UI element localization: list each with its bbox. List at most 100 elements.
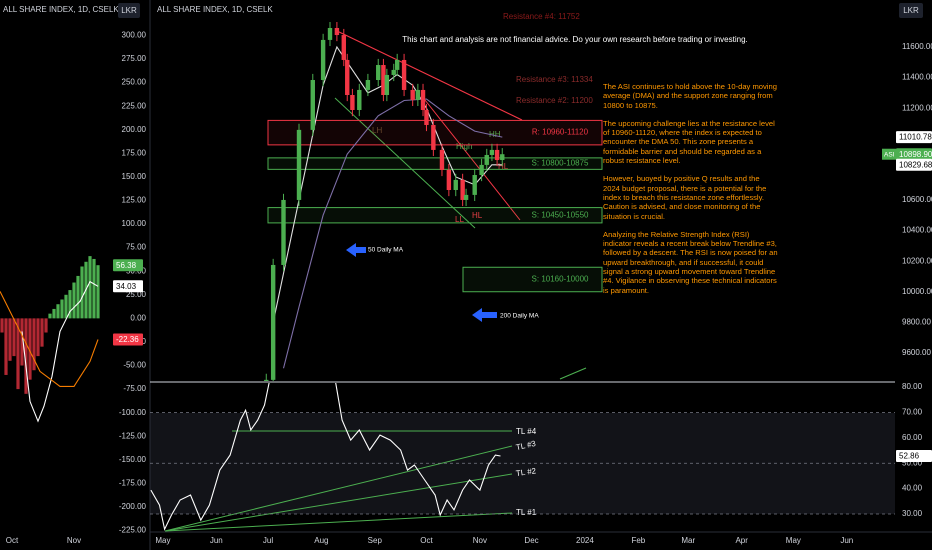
commentary: The ASI continues to hold above the 10-d… <box>603 82 778 295</box>
x-tick-label: Jun <box>210 536 223 545</box>
histogram-bar <box>56 304 60 319</box>
price-badge-label: 52.86 <box>899 452 920 461</box>
price-badge-label: -22.36 <box>116 335 139 344</box>
x-tick-label: Apr <box>735 536 748 545</box>
candle-body <box>453 179 458 191</box>
swing-label: High <box>456 142 472 151</box>
line-series <box>282 98 503 369</box>
y-tick-label: 60.00 <box>902 433 923 442</box>
ma-label: 50 Daily MA <box>368 247 404 254</box>
support-trendline <box>334 97 476 229</box>
candle-body <box>384 74 390 96</box>
candle-body <box>357 89 362 110</box>
y-tick-label: -150.00 <box>119 455 147 464</box>
pane-candlestick: R: 10960-11120 S: 10800-10875 S: 10450-105… <box>264 22 603 381</box>
y-tick-label: 250.00 <box>122 78 147 87</box>
candle-body <box>472 175 477 195</box>
currency[interactable]: LKR <box>121 6 137 15</box>
histogram-bar <box>44 318 48 333</box>
trendline-label: TL #2 <box>515 466 537 478</box>
histogram-bar <box>0 318 4 333</box>
arrow <box>346 243 366 257</box>
y-tick-label: -100.00 <box>119 408 147 417</box>
histogram-bar <box>88 256 92 319</box>
series-tag <box>882 148 896 160</box>
candle-body <box>391 69 396 75</box>
resistance-label: Resistance #3: 11334 <box>516 75 593 84</box>
resistance-trendline <box>334 29 523 121</box>
histogram-bar <box>36 318 40 357</box>
x-tick-label: 2024 <box>576 536 594 545</box>
currency-box[interactable] <box>899 3 923 18</box>
line-series <box>21 280 99 423</box>
histogram-bar <box>28 318 32 380</box>
histogram-bar <box>8 318 12 361</box>
x-tick-label: Oct <box>420 536 433 545</box>
y-tick-label: 11600.00 <box>902 42 932 51</box>
histogram-bar <box>32 318 36 371</box>
y-tick-label: 10600.00 <box>902 195 932 204</box>
zone-label: S: 10160-10000 <box>532 275 589 284</box>
y-tick-label: -225.00 <box>119 526 147 535</box>
candle-body <box>365 80 371 90</box>
y-tick-label: 70.00 <box>902 408 923 417</box>
y-tick-label: 10400.00 <box>902 226 932 235</box>
commentary-box: The ASI continues to hold above the 10-d… <box>603 82 778 295</box>
y-tick-label: 275.00 <box>122 54 147 63</box>
histogram-bar <box>40 318 44 347</box>
rsi-trendline <box>164 512 513 532</box>
x-tick-label: Sep <box>368 536 383 545</box>
candle-body <box>334 27 340 36</box>
y-tick-label: 150.00 <box>122 172 147 181</box>
currency-box[interactable] <box>118 3 140 18</box>
candle-body <box>296 129 302 200</box>
trendline-label: TL #1 <box>516 508 537 517</box>
swing-label: HH <box>489 130 501 139</box>
y-tick-label: 9600.00 <box>902 348 931 357</box>
candle-body <box>420 89 426 110</box>
candle-body <box>494 149 500 161</box>
y-tick-label: 25.00 <box>126 290 147 299</box>
histogram-bar <box>60 299 64 319</box>
y-tick-label: -50.00 <box>123 361 146 370</box>
candle-body <box>484 154 489 165</box>
histogram-bar <box>20 318 24 366</box>
x-tick-label: May <box>786 536 801 545</box>
left-chart-title: ALL SHARE INDEX, 1D, CSELK <box>3 5 119 14</box>
histogram-bar <box>64 294 68 319</box>
currency[interactable]: LKR <box>903 6 919 15</box>
x-tick-label: Jun <box>840 536 853 545</box>
arrow <box>472 308 497 322</box>
candle-body <box>415 89 421 100</box>
candle-body <box>489 149 495 155</box>
price-badge <box>113 259 143 272</box>
histogram-bar <box>76 275 80 319</box>
histogram-bar <box>72 282 76 319</box>
y-tick-label: 200.00 <box>122 125 147 134</box>
x-tick-label: Jul <box>263 536 273 545</box>
swing-label: HL <box>472 211 483 220</box>
histogram-bar <box>80 266 84 319</box>
candle-body <box>264 379 269 381</box>
zone <box>267 207 603 224</box>
candle-body <box>460 179 465 200</box>
x-tick-label: Mar <box>681 536 695 545</box>
price-badge <box>896 449 932 462</box>
pane-line <box>150 383 895 531</box>
resistance-label: Resistance #4: 11752 <box>503 12 580 21</box>
y-tick-label: 9800.00 <box>902 317 931 326</box>
histogram-bar <box>52 308 56 319</box>
zone-label: S: 10800-10875 <box>532 159 589 168</box>
y-tick-label: 0.00 <box>130 313 146 322</box>
y-tick-label: -125.00 <box>119 431 147 440</box>
price-badge <box>113 333 143 346</box>
zone <box>462 266 603 293</box>
paragraph: However, buoyed by positive Q results an… <box>603 174 767 221</box>
candle-body <box>381 65 386 96</box>
main-chart-title: ALL SHARE INDEX, 1D, CSELK <box>157 5 273 14</box>
candle-body <box>281 199 286 265</box>
candle-body <box>310 80 315 130</box>
candle-body <box>431 124 436 150</box>
paragraph: Analyzing the Relative Strength Index (R… <box>603 229 778 295</box>
x-tick-label: Nov <box>473 536 487 545</box>
